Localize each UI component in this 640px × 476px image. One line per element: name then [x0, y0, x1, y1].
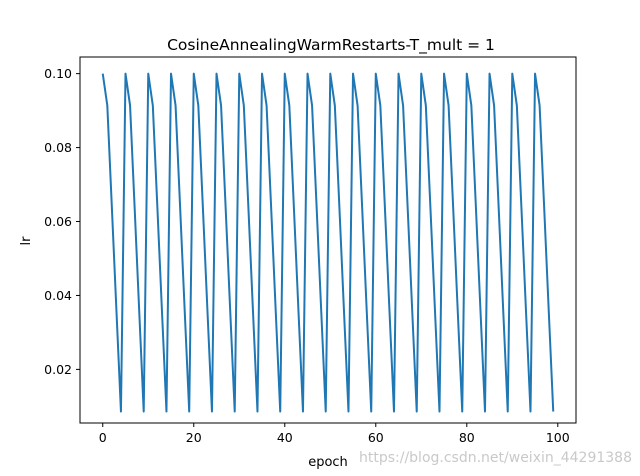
- x-tick-label: 80: [459, 430, 475, 445]
- x-tick-label: 40: [277, 430, 293, 445]
- series-line-0: [101, 72, 555, 413]
- y-axis: 0.02 0.04 0.06 0.08 0.10: [44, 66, 80, 377]
- x-tick-label: 0: [99, 430, 107, 445]
- y-axis-label: lr: [19, 236, 34, 246]
- plot-area: [79, 56, 577, 424]
- y-tick-label: 0.08: [44, 140, 72, 155]
- x-axis: 0 20 40 60 80 100: [99, 423, 570, 445]
- x-tick-label: 20: [186, 430, 202, 445]
- y-tick-label: 0.06: [44, 214, 72, 229]
- y-tick-label: 0.04: [44, 288, 72, 303]
- x-tick-label: 100: [546, 430, 570, 445]
- y-tick-label: 0.02: [44, 362, 72, 377]
- x-axis-label: epoch: [308, 455, 348, 470]
- y-tick-label: 0.10: [44, 66, 72, 81]
- watermark: https://blog.csdn.net/weixin_44291388: [359, 450, 632, 466]
- chart-title: CosineAnnealingWarmRestarts-T_mult = 1: [167, 36, 495, 55]
- x-tick-label: 60: [368, 430, 384, 445]
- axes-frame: [79, 56, 577, 424]
